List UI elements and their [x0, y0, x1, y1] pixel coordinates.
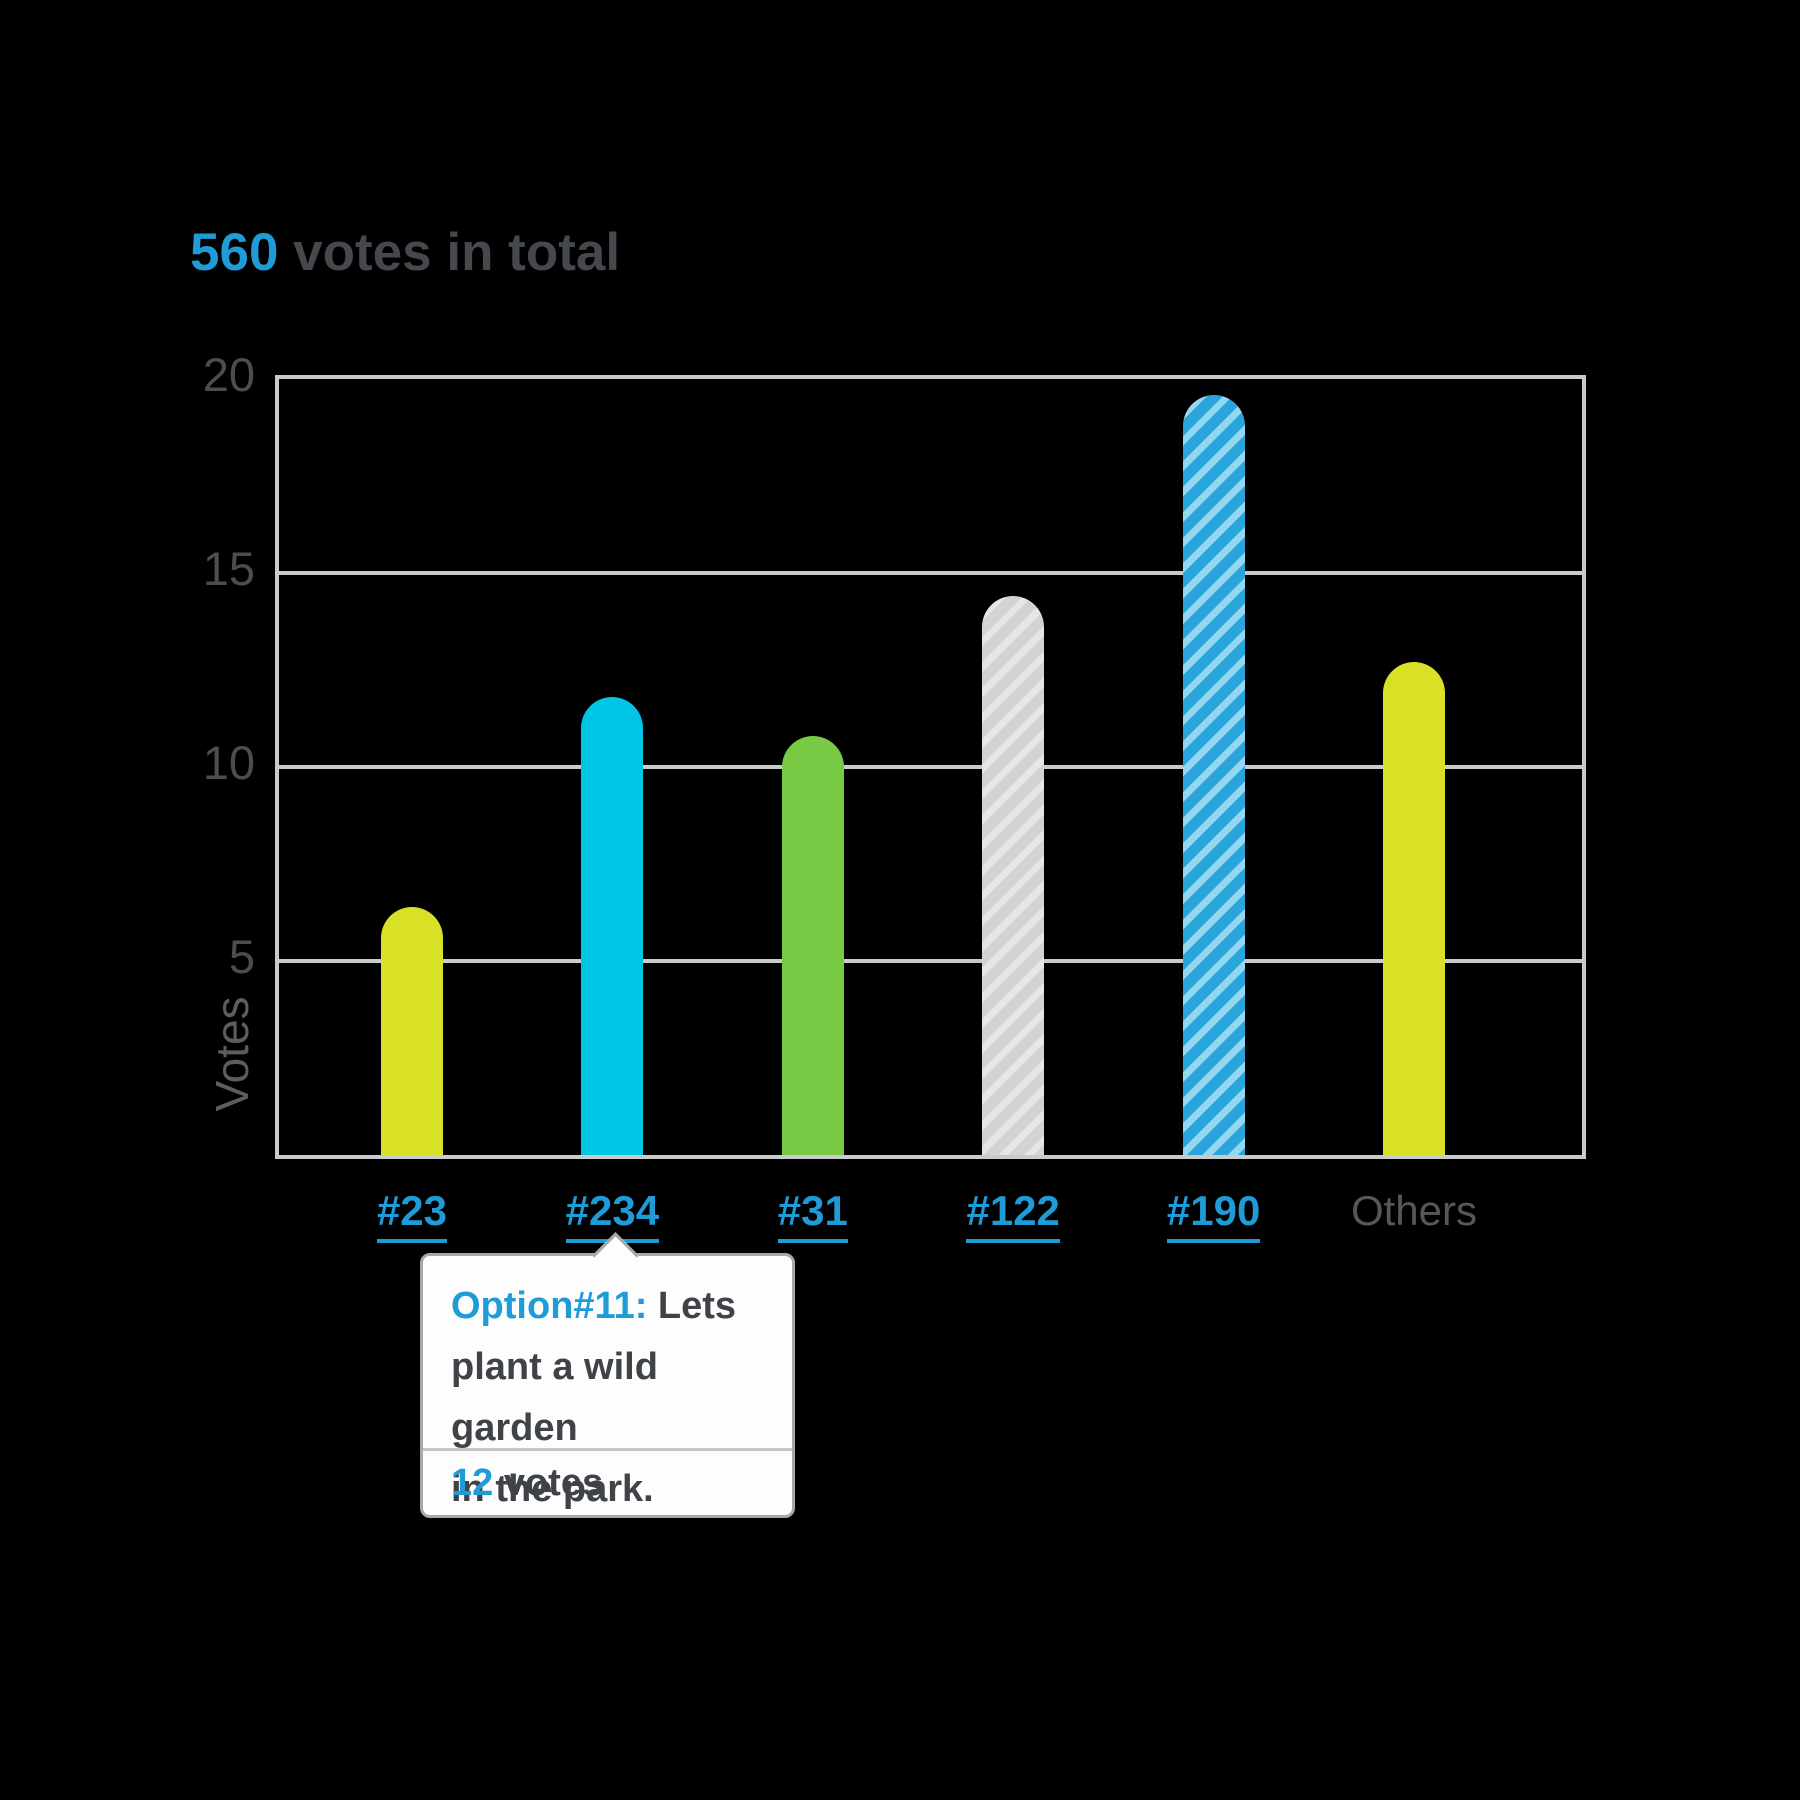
tooltip-line3: in the park. — [451, 1468, 654, 1510]
x-label-link-31[interactable]: #31 — [777, 1187, 848, 1243]
plot-area — [275, 375, 1586, 1159]
chart-title: 560 votes in total — [190, 222, 620, 283]
x-label-31: #31 — [703, 1183, 923, 1243]
bar-122[interactable] — [982, 596, 1045, 1155]
bar-234[interactable] — [581, 697, 644, 1155]
tooltip-votes-unit: votes — [493, 1462, 604, 1504]
x-label-122: #122 — [903, 1183, 1123, 1243]
gridline-10 — [279, 765, 1582, 769]
bar-190[interactable] — [1182, 395, 1245, 1155]
total-votes-count: 560 — [190, 223, 279, 282]
tooltip-option-label: Option#11: — [451, 1285, 648, 1327]
x-label-link-190[interactable]: #190 — [1166, 1187, 1261, 1243]
x-label-link-234[interactable]: #234 — [565, 1187, 660, 1243]
total-votes-text: votes in total — [278, 223, 621, 282]
tooltip-option-text: Option#11: Lets plant a wild garden in t… — [423, 1256, 792, 1510]
x-label-23: #23 — [302, 1183, 522, 1243]
y-tick-20: 20 — [202, 348, 255, 401]
tooltip-line2: plant a wild garden — [451, 1346, 658, 1449]
x-label-others: Others — [1350, 1187, 1478, 1234]
y-tick-5: 5 — [228, 930, 255, 983]
bar-23[interactable] — [381, 907, 443, 1155]
tooltip-divider — [423, 1448, 792, 1451]
gridline-5 — [279, 959, 1582, 963]
x-label-190: #190 — [1104, 1183, 1324, 1243]
bar-31[interactable] — [781, 736, 844, 1155]
x-label-link-23[interactable]: #23 — [376, 1187, 448, 1243]
bar-others[interactable] — [1383, 662, 1445, 1155]
y-tick-10: 10 — [202, 736, 255, 789]
tooltip-votes-count: 12 — [451, 1462, 494, 1504]
y-axis-title: Votes — [206, 996, 258, 1112]
tooltip: Option#11: Lets plant a wild garden in t… — [420, 1232, 795, 1518]
x-label-234: #234 — [502, 1183, 722, 1243]
tooltip-line1: Lets — [647, 1285, 737, 1327]
x-label-link-122[interactable]: #122 — [966, 1187, 1060, 1243]
tooltip-votes: 12 votes — [423, 1451, 792, 1515]
gridline-15 — [279, 571, 1582, 575]
y-tick-15: 15 — [202, 542, 255, 595]
